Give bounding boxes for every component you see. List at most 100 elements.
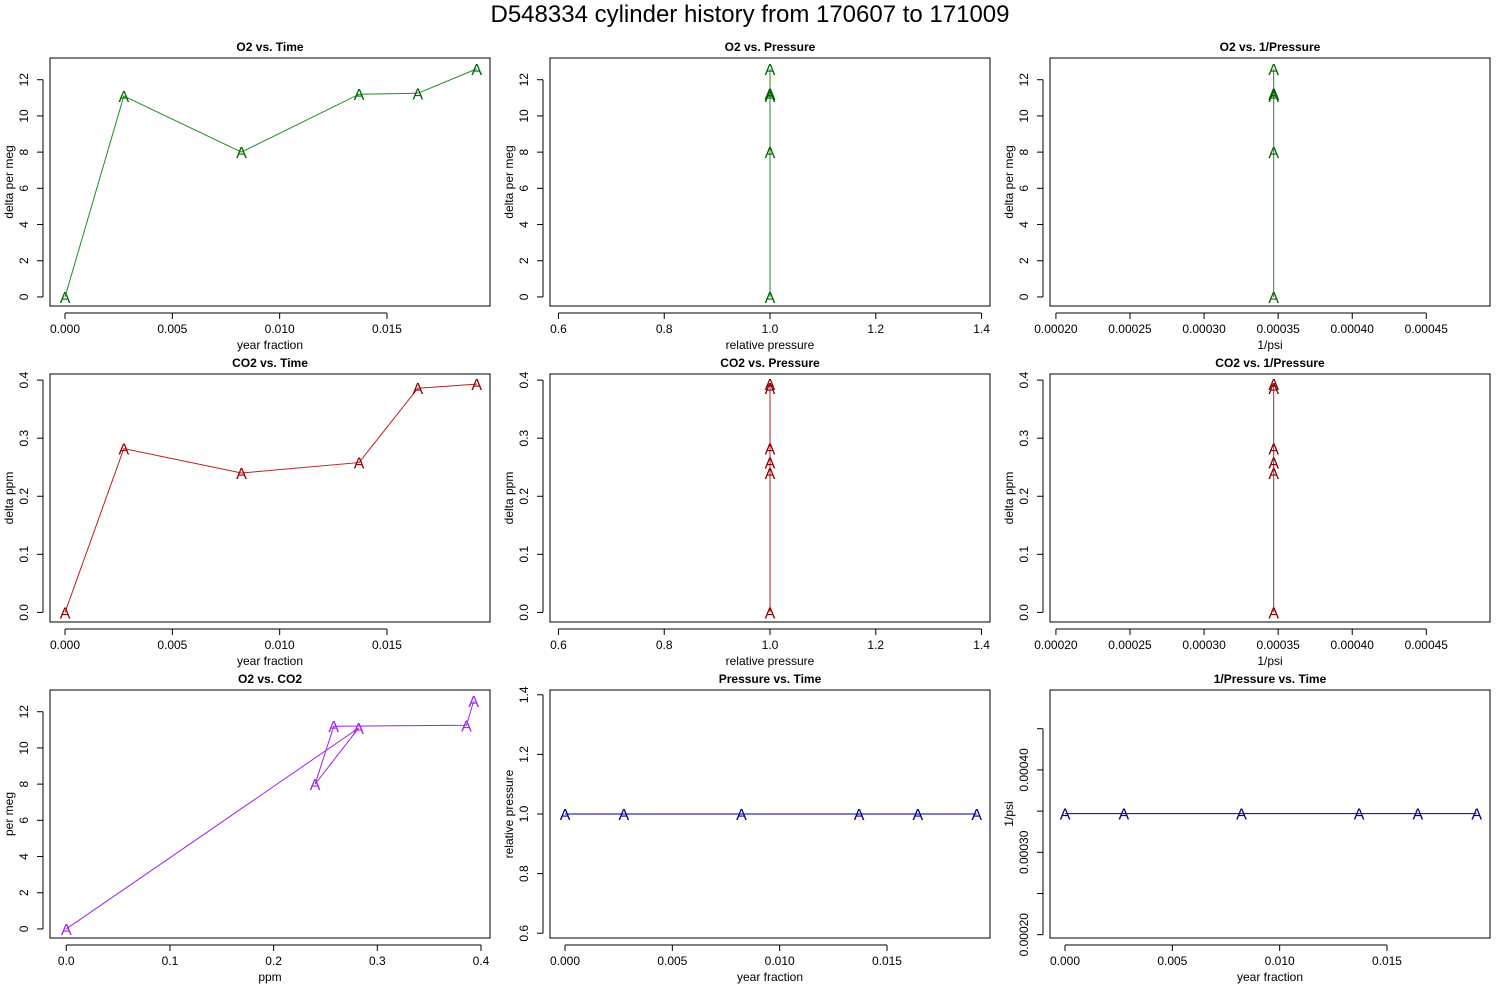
data-point-marker: A [1268, 377, 1279, 394]
y-tick-label: 0.4 [517, 371, 531, 388]
data-point-marker: A [765, 86, 776, 103]
panel-co2-vs-time: CO2 vs. Time 0.000 0.005 0.010 0.015 year fra… [2, 356, 491, 668]
y-tick-label: 0.1 [517, 546, 531, 563]
x-tick-label: 0.010 [765, 954, 795, 968]
x-tick-label: 0.005 [1157, 954, 1187, 968]
data-point-marker: A [60, 290, 71, 307]
y-tick-label: 0.3 [17, 430, 31, 447]
data-point-marker: A [1268, 145, 1279, 162]
y-tick-label: 2 [1017, 257, 1031, 264]
data-point-marker: A [1268, 442, 1279, 459]
x-tick-label: 0.2 [265, 954, 282, 968]
y-axis-label: relative pressure [502, 769, 516, 858]
y-tick-label: 0.8 [517, 865, 531, 882]
data-point-marker: A [1060, 807, 1071, 824]
data-point-marker: A [765, 145, 776, 162]
data-point-marker: A [854, 807, 865, 824]
plot-frame [49, 57, 491, 307]
data-point-marker: A [765, 62, 776, 79]
y-tick-label: 8 [1017, 148, 1031, 155]
panel-title: O2 vs. Pressure [725, 40, 816, 54]
series-line [65, 700, 475, 930]
y-tick-label: 1.0 [517, 805, 531, 822]
y-tick-label: 12 [17, 73, 31, 87]
y-tick-label: 0.4 [17, 371, 31, 388]
plot-frame [49, 373, 491, 623]
x-tick-label: 0.000 [50, 638, 80, 652]
x-axis-label: 1/psi [1257, 338, 1282, 352]
x-tick-label: 0.00045 [1405, 322, 1449, 336]
y-tick-label: 10 [17, 741, 31, 755]
data-point-marker: A [354, 87, 365, 104]
y-tick-label: 0 [17, 293, 31, 300]
x-tick-label: 0.00020 [1034, 322, 1078, 336]
y-tick-label: 4 [517, 221, 531, 228]
y-tick-label: 8 [17, 148, 31, 155]
y-tick-label: 0.0 [1017, 604, 1031, 621]
panel-o2-vs-pressure: O2 vs. Pressure 0.6 0.8 1.0 1.2 1.4 relative p… [502, 40, 991, 352]
x-axis-label: relative pressure [726, 338, 815, 352]
y-tick-label: 0.2 [517, 488, 531, 505]
panel-title: O2 vs. CO2 [238, 672, 302, 686]
x-tick-label: 0.005 [657, 954, 687, 968]
data-point-marker: A [765, 87, 776, 104]
y-axis-label: per meg [2, 792, 16, 836]
data-point-marker: A [1268, 62, 1279, 79]
data-point-marker: A [560, 807, 571, 824]
y-tick-label: 0 [17, 925, 31, 932]
data-point-marker: A [468, 694, 479, 711]
y-tick-label: 10 [1017, 109, 1031, 123]
plot-frame [1049, 373, 1491, 623]
data-point-marker: A [328, 719, 339, 736]
y-tick-label: 4 [17, 221, 31, 228]
y-axis-label: 1/psi [1002, 801, 1016, 826]
y-tick-label: 0.1 [17, 546, 31, 563]
y-tick-label: 0.3 [1017, 430, 1031, 447]
data-point-marker: A [913, 807, 924, 824]
y-tick-label: 8 [17, 780, 31, 787]
x-tick-label: 1.0 [762, 322, 779, 336]
y-tick-label: 0.0 [517, 604, 531, 621]
y-tick-label: 12 [17, 705, 31, 719]
data-point-marker: A [471, 62, 482, 79]
x-tick-label: 0.010 [1265, 954, 1295, 968]
data-point-marker: A [118, 89, 129, 106]
y-tick-label: 12 [1017, 73, 1031, 87]
y-tick-label: 0 [517, 293, 531, 300]
x-tick-label: 0.00045 [1405, 638, 1449, 652]
y-axis-label: delta ppm [502, 472, 516, 525]
data-point-marker: A [471, 377, 482, 394]
panel-title: CO2 vs. Time [232, 356, 308, 370]
data-point-marker: A [765, 456, 776, 473]
y-axis-label: delta ppm [1002, 472, 1016, 525]
y-tick-label: 6 [17, 185, 31, 192]
data-point-marker: A [736, 807, 747, 824]
data-point-marker: A [1268, 456, 1279, 473]
series-line [64, 68, 477, 298]
data-point-marker: A [413, 86, 424, 103]
x-axis-label: year fraction [237, 338, 303, 352]
data-point-marker: A [1268, 605, 1279, 622]
panel-title: O2 vs. Time [236, 40, 303, 54]
y-tick-label: 2 [17, 889, 31, 896]
y-tick-label: 0.2 [1017, 488, 1031, 505]
data-point-marker: A [765, 381, 776, 398]
data-point-marker: A [1268, 89, 1279, 106]
panel-co2-vs-inv-pressure: CO2 vs. 1/Pressure 0.00020 0.00025 0.00030 0… [1002, 356, 1491, 668]
x-tick-label: 0.3 [369, 954, 386, 968]
plot-frame [549, 373, 991, 623]
x-axis-label: ppm [258, 970, 281, 984]
x-tick-label: 1.4 [973, 322, 990, 336]
panel-title: 1/Pressure vs. Time [1214, 672, 1327, 686]
x-tick-label: 0.6 [550, 638, 567, 652]
data-point-marker: A [765, 89, 776, 106]
x-tick-label: 1.2 [867, 322, 884, 336]
y-tick-label: 2 [17, 257, 31, 264]
y-tick-label: 0.1 [1017, 546, 1031, 563]
x-tick-label: 0.8 [656, 638, 673, 652]
y-tick-label: 6 [517, 185, 531, 192]
data-point-marker: A [118, 442, 129, 459]
y-tick-label: 0.2 [17, 488, 31, 505]
y-tick-label: 1.4 [517, 686, 531, 703]
data-point-marker: A [1268, 87, 1279, 104]
